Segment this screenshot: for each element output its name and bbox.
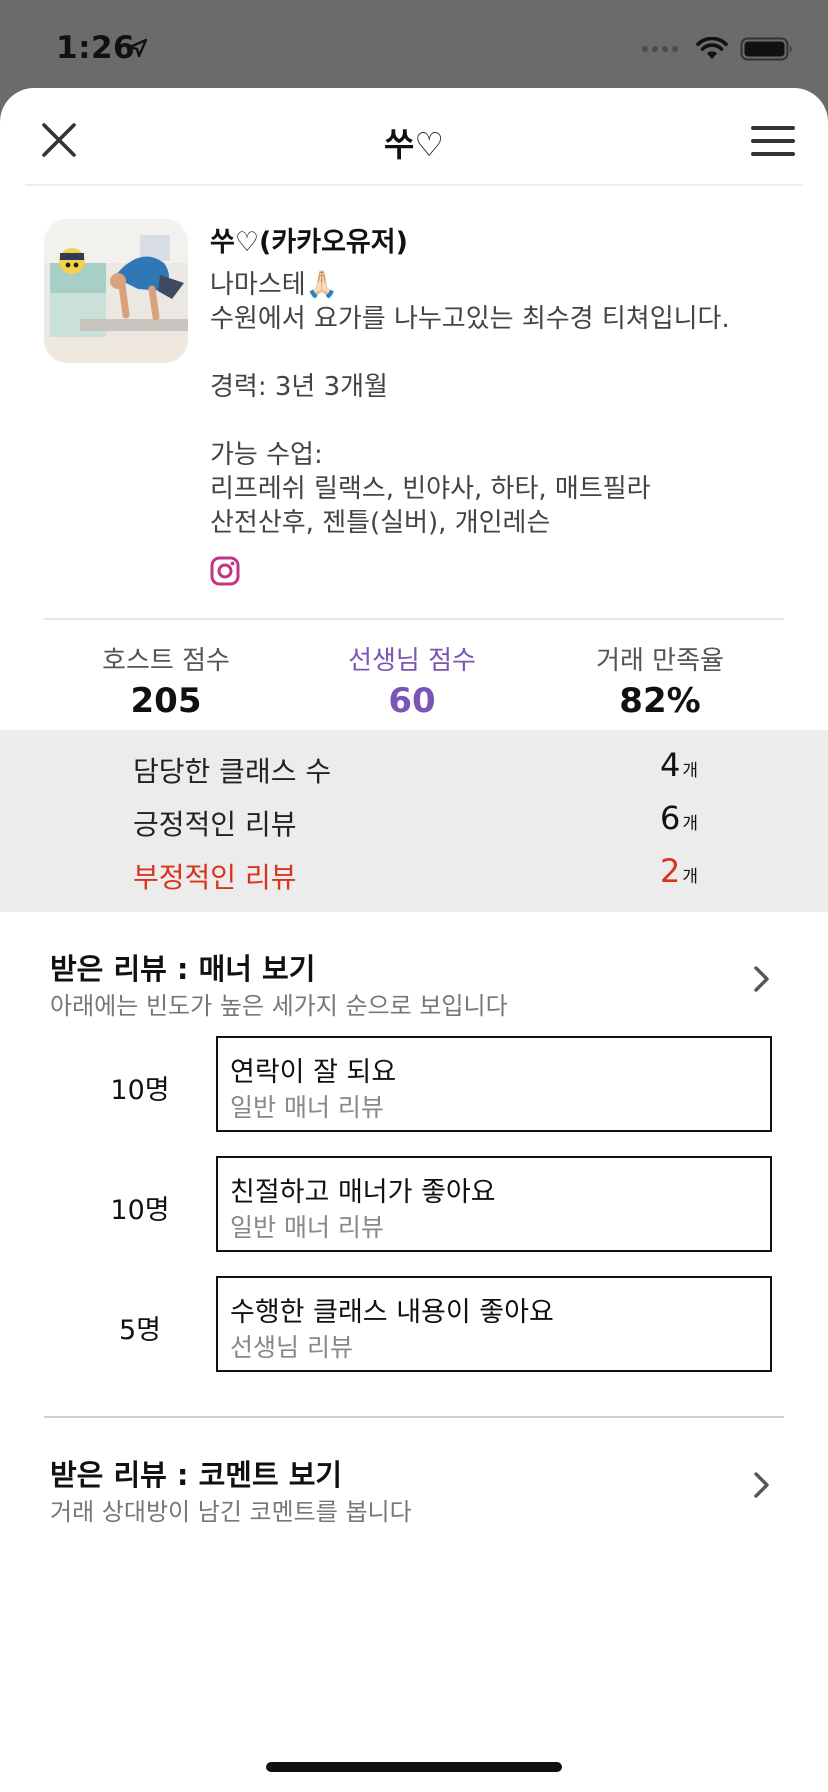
stat-number: 2 xyxy=(660,852,681,890)
satisfaction-rate: 거래 만족율 82% xyxy=(550,640,770,721)
teacher-score-value: 60 xyxy=(388,681,436,721)
stat-unit: 개 xyxy=(682,867,698,887)
teacher-score: 선생님 점수 60 xyxy=(302,640,522,721)
battery-icon xyxy=(740,37,792,61)
avatar-photo xyxy=(44,219,188,363)
review-text: 친절하고 매너가 좋아요 xyxy=(230,1177,496,1208)
avatar[interactable] xyxy=(44,219,188,363)
review-type: 일반 매너 리뷰 xyxy=(230,1213,384,1242)
section-divider xyxy=(44,1416,784,1418)
review-card: 연락이 잘 되요 일반 매너 리뷰 xyxy=(216,1036,772,1132)
section-subtitle: 거래 상대방이 남긴 코멘트를 봅니다 xyxy=(50,1498,412,1526)
review-item: 10명 친절하고 매너가 좋아요 일반 매너 리뷰 xyxy=(0,1156,828,1252)
stat-label: 담당한 클래스 수 xyxy=(133,755,332,788)
host-score: 호스트 점수 205 xyxy=(56,640,276,721)
manner-review-header[interactable]: 받은 리뷰 : 매너 보기 아래에는 빈도가 높은 세가지 순으로 보입니다 xyxy=(44,912,784,1020)
satisfaction-rate-value: 82% xyxy=(619,681,701,721)
satisfaction-rate-label: 거래 만족율 xyxy=(596,646,724,676)
chevron-right-icon[interactable] xyxy=(752,1470,772,1500)
chevron-right-icon[interactable] xyxy=(752,964,772,994)
location-arrow-icon xyxy=(128,38,148,58)
review-count: 10명 xyxy=(110,1195,170,1226)
profile-bio: 나마스테🙏🏻 수원에서 요가를 나누고있는 최수경 티쳐입니다. 경력: 3년 … xyxy=(210,270,730,538)
comment-review-header[interactable]: 받은 리뷰 : 코멘트 보기 거래 상대방이 남긴 코멘트를 봅니다 xyxy=(44,1418,784,1526)
section-title: 받은 리뷰 : 매너 보기 xyxy=(50,952,316,986)
stat-label: 긍정적인 리뷰 xyxy=(133,808,297,841)
section-title: 받은 리뷰 : 코멘트 보기 xyxy=(50,1458,343,1492)
stat-unit: 개 xyxy=(682,814,698,834)
review-card: 수행한 클래스 내용이 좋아요 선생님 리뷰 xyxy=(216,1276,772,1372)
review-type: 일반 매너 리뷰 xyxy=(230,1093,384,1122)
profile-sheet: 쑤♡ 쑤♡(카카오유저) xyxy=(0,88,828,1792)
status-indicators xyxy=(642,36,794,62)
stat-number: 4 xyxy=(660,746,681,784)
home-indicator[interactable] xyxy=(266,1762,562,1772)
review-card: 친절하고 매너가 좋아요 일반 매너 리뷰 xyxy=(216,1156,772,1252)
nav-bar: 쑤♡ xyxy=(25,88,803,186)
teacher-score-label: 선생님 점수 xyxy=(348,646,476,676)
page-title: 쑤♡ xyxy=(384,125,444,164)
stat-unit: 개 xyxy=(682,761,698,781)
review-text: 수행한 클래스 내용이 좋아요 xyxy=(230,1297,554,1328)
profile-card: 쑤♡(카카오유저) 나마스테🙏🏻 수원에서 요가를 나누고있는 최수경 티쳐입니… xyxy=(44,186,784,620)
close-icon[interactable] xyxy=(41,122,77,158)
wifi-icon xyxy=(696,37,728,59)
instagram-icon[interactable] xyxy=(210,556,240,586)
review-count: 10명 xyxy=(110,1075,170,1106)
status-bar: 1:26 xyxy=(0,0,828,88)
review-text: 연락이 잘 되요 xyxy=(230,1057,397,1088)
review-item: 10명 연락이 잘 되요 일반 매너 리뷰 xyxy=(0,1036,828,1132)
stat-label: 부정적인 리뷰 xyxy=(133,861,297,894)
stat-number: 6 xyxy=(660,799,681,837)
review-item: 5명 수행한 클래스 내용이 좋아요 선생님 리뷰 xyxy=(0,1276,828,1372)
profile-name: 쑤♡(카카오유저) xyxy=(210,227,408,258)
section-subtitle: 아래에는 빈도가 높은 세가지 순으로 보입니다 xyxy=(50,992,508,1020)
host-score-value: 205 xyxy=(130,681,202,721)
manner-review-list: 10명 연락이 잘 되요 일반 매너 리뷰 10명 친절하고 매너가 좋아요 일… xyxy=(0,1036,828,1416)
host-score-label: 호스트 점수 xyxy=(102,646,230,676)
status-time: 1:26 xyxy=(56,30,136,66)
review-count: 5명 xyxy=(118,1315,162,1346)
score-summary: 호스트 점수 205 선생님 점수 60 거래 만족율 82% xyxy=(0,620,828,730)
menu-icon[interactable] xyxy=(751,126,795,156)
review-type: 선생님 리뷰 xyxy=(230,1333,353,1362)
signal-icon xyxy=(642,46,678,52)
